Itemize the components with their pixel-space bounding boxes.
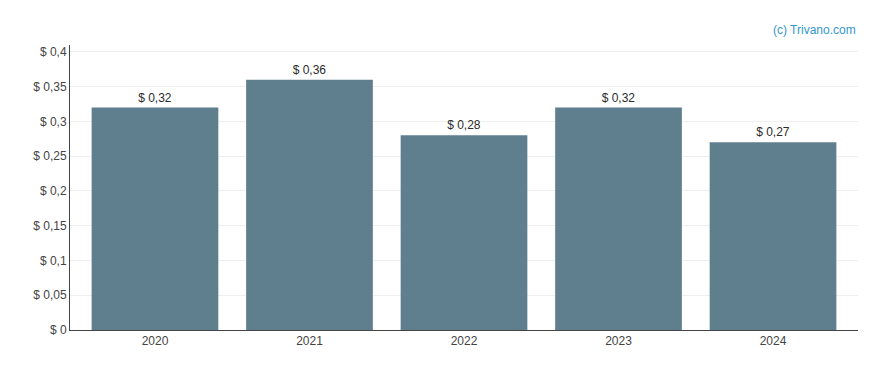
- svg-text:2023: 2023: [605, 334, 632, 348]
- svg-text:$ 0,32: $ 0,32: [138, 91, 172, 105]
- svg-text:$ 0,27: $ 0,27: [756, 125, 790, 139]
- svg-text:$ 0,15: $ 0,15: [33, 219, 67, 233]
- svg-text:2021: 2021: [296, 334, 323, 348]
- svg-text:$ 0,4: $ 0,4: [40, 45, 67, 59]
- svg-text:$ 0,35: $ 0,35: [33, 80, 67, 94]
- svg-text:$ 0,2: $ 0,2: [40, 184, 67, 198]
- svg-text:$ 0,32: $ 0,32: [602, 91, 636, 105]
- svg-text:2024: 2024: [760, 334, 787, 348]
- svg-text:$ 0: $ 0: [50, 323, 67, 337]
- svg-text:2022: 2022: [451, 334, 478, 348]
- svg-text:(c) Trivano.com: (c) Trivano.com: [773, 23, 856, 37]
- svg-text:$ 0,1: $ 0,1: [40, 254, 67, 268]
- svg-text:$ 0,3: $ 0,3: [40, 115, 67, 129]
- svg-text:2020: 2020: [142, 334, 169, 348]
- svg-text:$ 0,05: $ 0,05: [33, 288, 67, 302]
- svg-text:$ 0,28: $ 0,28: [447, 118, 481, 132]
- svg-text:$ 0,25: $ 0,25: [33, 149, 67, 163]
- svg-text:$ 0,36: $ 0,36: [293, 63, 327, 77]
